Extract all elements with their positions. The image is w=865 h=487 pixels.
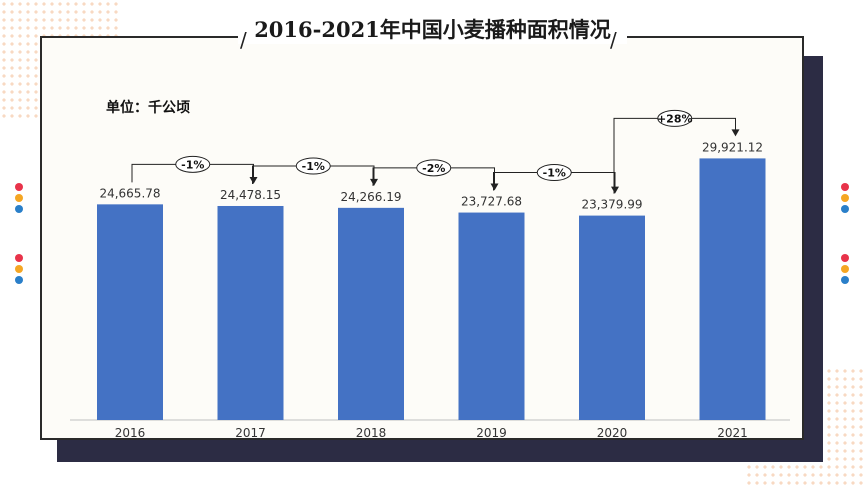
blue-dot (841, 205, 849, 213)
change-badge-1 (295, 157, 331, 175)
change-label-2: -2% (422, 162, 445, 175)
data-label-2018: 24,266.19 (340, 190, 401, 204)
blue-dot (841, 276, 849, 284)
unit-label: 单位：千公顷 (106, 100, 190, 116)
side-dots-left-lower (15, 254, 25, 287)
data-label-2017: 24,478.15 (220, 188, 281, 202)
change-arrow-0 (249, 176, 258, 184)
data-label-2016: 24,665.78 (99, 186, 160, 200)
change-label-0: -1% (181, 158, 204, 171)
x-tick-label-2019: 2019 (476, 426, 507, 440)
orange-dot (841, 194, 849, 202)
red-dot (15, 254, 23, 262)
change-arrow-2 (490, 183, 499, 191)
blue-dot (15, 276, 23, 284)
bar-2016 (97, 204, 163, 420)
bar-2018 (338, 207, 404, 420)
orange-dot (841, 265, 849, 273)
title-slash-left: / (240, 28, 247, 52)
red-dot (841, 254, 849, 262)
red-dot (15, 183, 23, 191)
chart-card (40, 36, 804, 440)
x-tick-label-2016: 2016 (115, 426, 146, 440)
change-label-1: -1% (302, 160, 325, 173)
change-badge-2 (416, 159, 452, 177)
change-label-4: +28% (657, 112, 693, 125)
blue-dot (15, 205, 23, 213)
side-dots-right-upper (841, 183, 851, 216)
change-arrow-1 (370, 178, 378, 186)
title-slash-right: / (610, 28, 617, 52)
change-label-3: -1% (543, 167, 566, 180)
bar-2019 (458, 212, 525, 420)
change-arrow-4 (731, 129, 740, 137)
orange-dot (15, 194, 23, 202)
change-badge-4 (657, 109, 693, 127)
red-dot (841, 183, 849, 191)
orange-dot (15, 265, 23, 273)
change-badge-0 (175, 155, 211, 173)
x-tick-label-2017: 2017 (235, 426, 266, 440)
bar-2021 (699, 158, 766, 420)
title-wrap: 2016-2021年中国小麦播种面积情况 (0, 14, 865, 44)
side-dots-right-lower (841, 254, 851, 287)
change-badge-3 (536, 164, 572, 182)
x-tick-label-2020: 2020 (597, 426, 628, 440)
data-label-2019: 23,727.68 (461, 195, 522, 209)
side-dots-left-upper (15, 183, 25, 216)
bar-2017 (217, 205, 284, 420)
data-label-2021: 29,921.12 (702, 140, 763, 154)
bar-2020 (579, 215, 645, 420)
data-label-2020: 23,379.99 (581, 198, 642, 212)
chart-title: 2016-2021年中国小麦播种面积情况 (238, 14, 627, 44)
change-arrow-3 (611, 186, 619, 194)
x-tick-label-2018: 2018 (356, 426, 387, 440)
x-tick-label-2021: 2021 (717, 426, 748, 440)
